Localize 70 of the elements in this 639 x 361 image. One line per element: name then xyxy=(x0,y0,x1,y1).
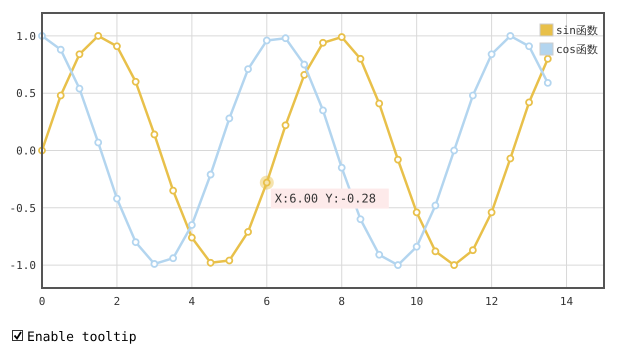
point xyxy=(412,208,421,216)
x-tick-label: 0 xyxy=(38,295,46,308)
y-tick-label: -0.5 xyxy=(10,202,36,215)
point xyxy=(113,42,121,50)
x-tick-label: 8 xyxy=(338,295,346,308)
point xyxy=(394,156,402,164)
point xyxy=(244,65,252,74)
point xyxy=(132,238,140,246)
point xyxy=(356,54,364,63)
point xyxy=(282,121,290,130)
point xyxy=(375,100,384,108)
point xyxy=(375,250,384,259)
point xyxy=(169,254,178,262)
y-tick-label: 1.0 xyxy=(16,30,36,43)
point xyxy=(488,50,496,58)
point xyxy=(132,78,140,86)
legend-label: sin函数 xyxy=(556,24,598,37)
x-tick-label: 14 xyxy=(560,295,574,308)
point xyxy=(450,146,458,154)
point xyxy=(300,70,308,79)
y-tick-label: 0.0 xyxy=(16,144,36,158)
point xyxy=(113,194,121,203)
point xyxy=(76,84,84,93)
point xyxy=(225,114,234,122)
point xyxy=(432,202,440,210)
x-tick-label: 12 xyxy=(484,295,498,308)
point xyxy=(300,60,308,68)
point xyxy=(394,261,402,269)
point xyxy=(432,247,440,256)
y-tick-label: -1.0 xyxy=(10,259,36,272)
point xyxy=(150,130,158,138)
point xyxy=(56,92,65,100)
point xyxy=(188,234,196,242)
point xyxy=(506,32,514,40)
point xyxy=(525,98,533,106)
point xyxy=(225,256,234,264)
point xyxy=(94,32,102,40)
annotation: X:6.00 Y:-0.28 xyxy=(274,192,376,206)
point xyxy=(544,78,552,87)
point xyxy=(468,246,477,254)
x-tick-label: 6 xyxy=(263,295,270,308)
point xyxy=(319,106,327,114)
y-tick-label: 0.5 xyxy=(16,87,36,100)
point xyxy=(356,215,364,224)
point xyxy=(319,38,327,47)
point xyxy=(506,154,514,162)
text: Enable tooltip xyxy=(27,330,137,345)
point xyxy=(525,42,533,50)
point xyxy=(76,50,84,58)
point xyxy=(282,34,290,42)
point xyxy=(468,92,477,100)
point xyxy=(262,36,271,44)
point xyxy=(450,261,458,269)
point xyxy=(338,33,346,41)
point xyxy=(488,208,496,216)
point xyxy=(188,221,196,229)
point xyxy=(338,164,346,172)
point xyxy=(150,260,158,268)
point xyxy=(169,186,178,195)
point xyxy=(206,258,214,267)
point xyxy=(244,228,252,236)
point xyxy=(206,170,214,178)
point xyxy=(544,54,552,63)
x-tick-label: 10 xyxy=(410,295,424,308)
x-tick-label: 4 xyxy=(188,295,196,308)
legend-label: cos函数 xyxy=(556,43,598,56)
x-tick-label: 2 xyxy=(114,295,120,308)
point xyxy=(412,242,421,251)
point xyxy=(94,138,102,146)
point xyxy=(56,46,65,54)
